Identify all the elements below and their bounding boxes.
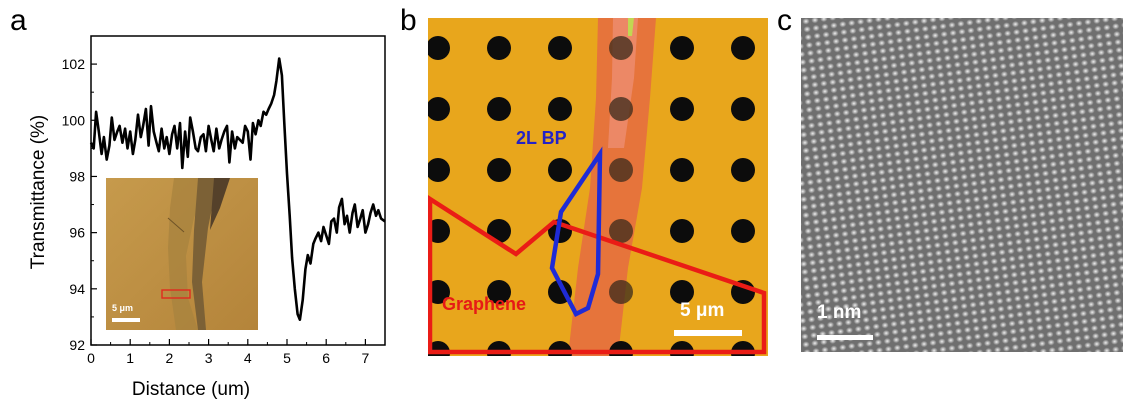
- x-tick-label: 7: [362, 350, 370, 366]
- b-scalebar-label: 5 μm: [680, 300, 725, 321]
- y-tick-label: 98: [69, 168, 85, 184]
- hole: [731, 36, 755, 60]
- hole: [670, 219, 694, 243]
- hole: [670, 280, 694, 304]
- hole: [731, 219, 755, 243]
- inset-scalebar: [112, 318, 140, 322]
- hole: [609, 219, 633, 243]
- hole: [428, 36, 450, 60]
- bp-label: 2L BP: [516, 128, 567, 148]
- graphene-label: Graphene: [442, 294, 527, 314]
- panel-label-c: c: [777, 4, 792, 37]
- y-axis-label: Transmittance (%): [28, 115, 49, 270]
- hole: [428, 219, 450, 243]
- hole: [609, 280, 633, 304]
- b-scalebar: [674, 330, 742, 336]
- panel-b-optical-image: 2L BP Graphene 5 μm: [428, 18, 768, 356]
- hole: [609, 158, 633, 182]
- hole: [487, 280, 511, 304]
- x-tick-label: 0: [87, 350, 95, 366]
- hole: [548, 97, 572, 121]
- y-tick-label: 92: [69, 337, 85, 353]
- x-tick-label: 1: [126, 350, 134, 366]
- hole: [670, 97, 694, 121]
- hole: [487, 36, 511, 60]
- transmittance-series-line: [89, 57, 386, 322]
- hole: [609, 36, 633, 60]
- hole: [670, 158, 694, 182]
- lattice-image: [801, 18, 1123, 352]
- hole: [731, 97, 755, 121]
- inset-image: [106, 178, 258, 330]
- panel-a-chart: 0 1 2 3 4 5 6 7 92 94 96 98 100 102 Distance (um) Tra…: [0, 0, 400, 402]
- hole: [428, 97, 450, 121]
- x-tick-label: 2: [166, 350, 174, 366]
- inset-selection-rect: [161, 289, 191, 299]
- hole: [609, 97, 633, 121]
- y-tick-label: 96: [69, 225, 85, 241]
- hole: [548, 36, 572, 60]
- graphene-outline: [428, 195, 767, 355]
- x-tick-label: 4: [244, 350, 252, 366]
- panel-label-b: b: [400, 4, 417, 37]
- hole: [428, 280, 450, 304]
- hole: [731, 158, 755, 182]
- y-tick-label: 102: [62, 56, 86, 72]
- c-scalebar-label: 1 nm: [817, 302, 862, 323]
- x-tick-label: 5: [283, 350, 291, 366]
- hole: [548, 158, 572, 182]
- plot-frame: [90, 35, 386, 346]
- hole: [670, 36, 694, 60]
- inset-micrograph: 5 μm: [106, 178, 258, 330]
- hole: [487, 158, 511, 182]
- x-tick-label: 3: [205, 350, 213, 366]
- optical-image: [428, 18, 768, 356]
- panel-label-a: a: [10, 4, 27, 37]
- x-axis-label: Distance (um): [132, 379, 250, 400]
- hole: [487, 97, 511, 121]
- hole: [428, 158, 450, 182]
- panel-c-atomic-image: 1 nm: [801, 18, 1123, 352]
- inset-scalebar-label: 5 μm: [112, 303, 134, 313]
- bilayer-bp-outline: [549, 146, 603, 318]
- y-tick-label: 94: [69, 281, 85, 297]
- y-tick-label: 100: [62, 112, 86, 128]
- transmittance-chart: 0 1 2 3 4 5 6 7 92 94 96 98 100 102 Distance (um) Tra…: [28, 35, 386, 400]
- c-scalebar: [817, 335, 873, 340]
- x-tick-label: 6: [322, 350, 330, 366]
